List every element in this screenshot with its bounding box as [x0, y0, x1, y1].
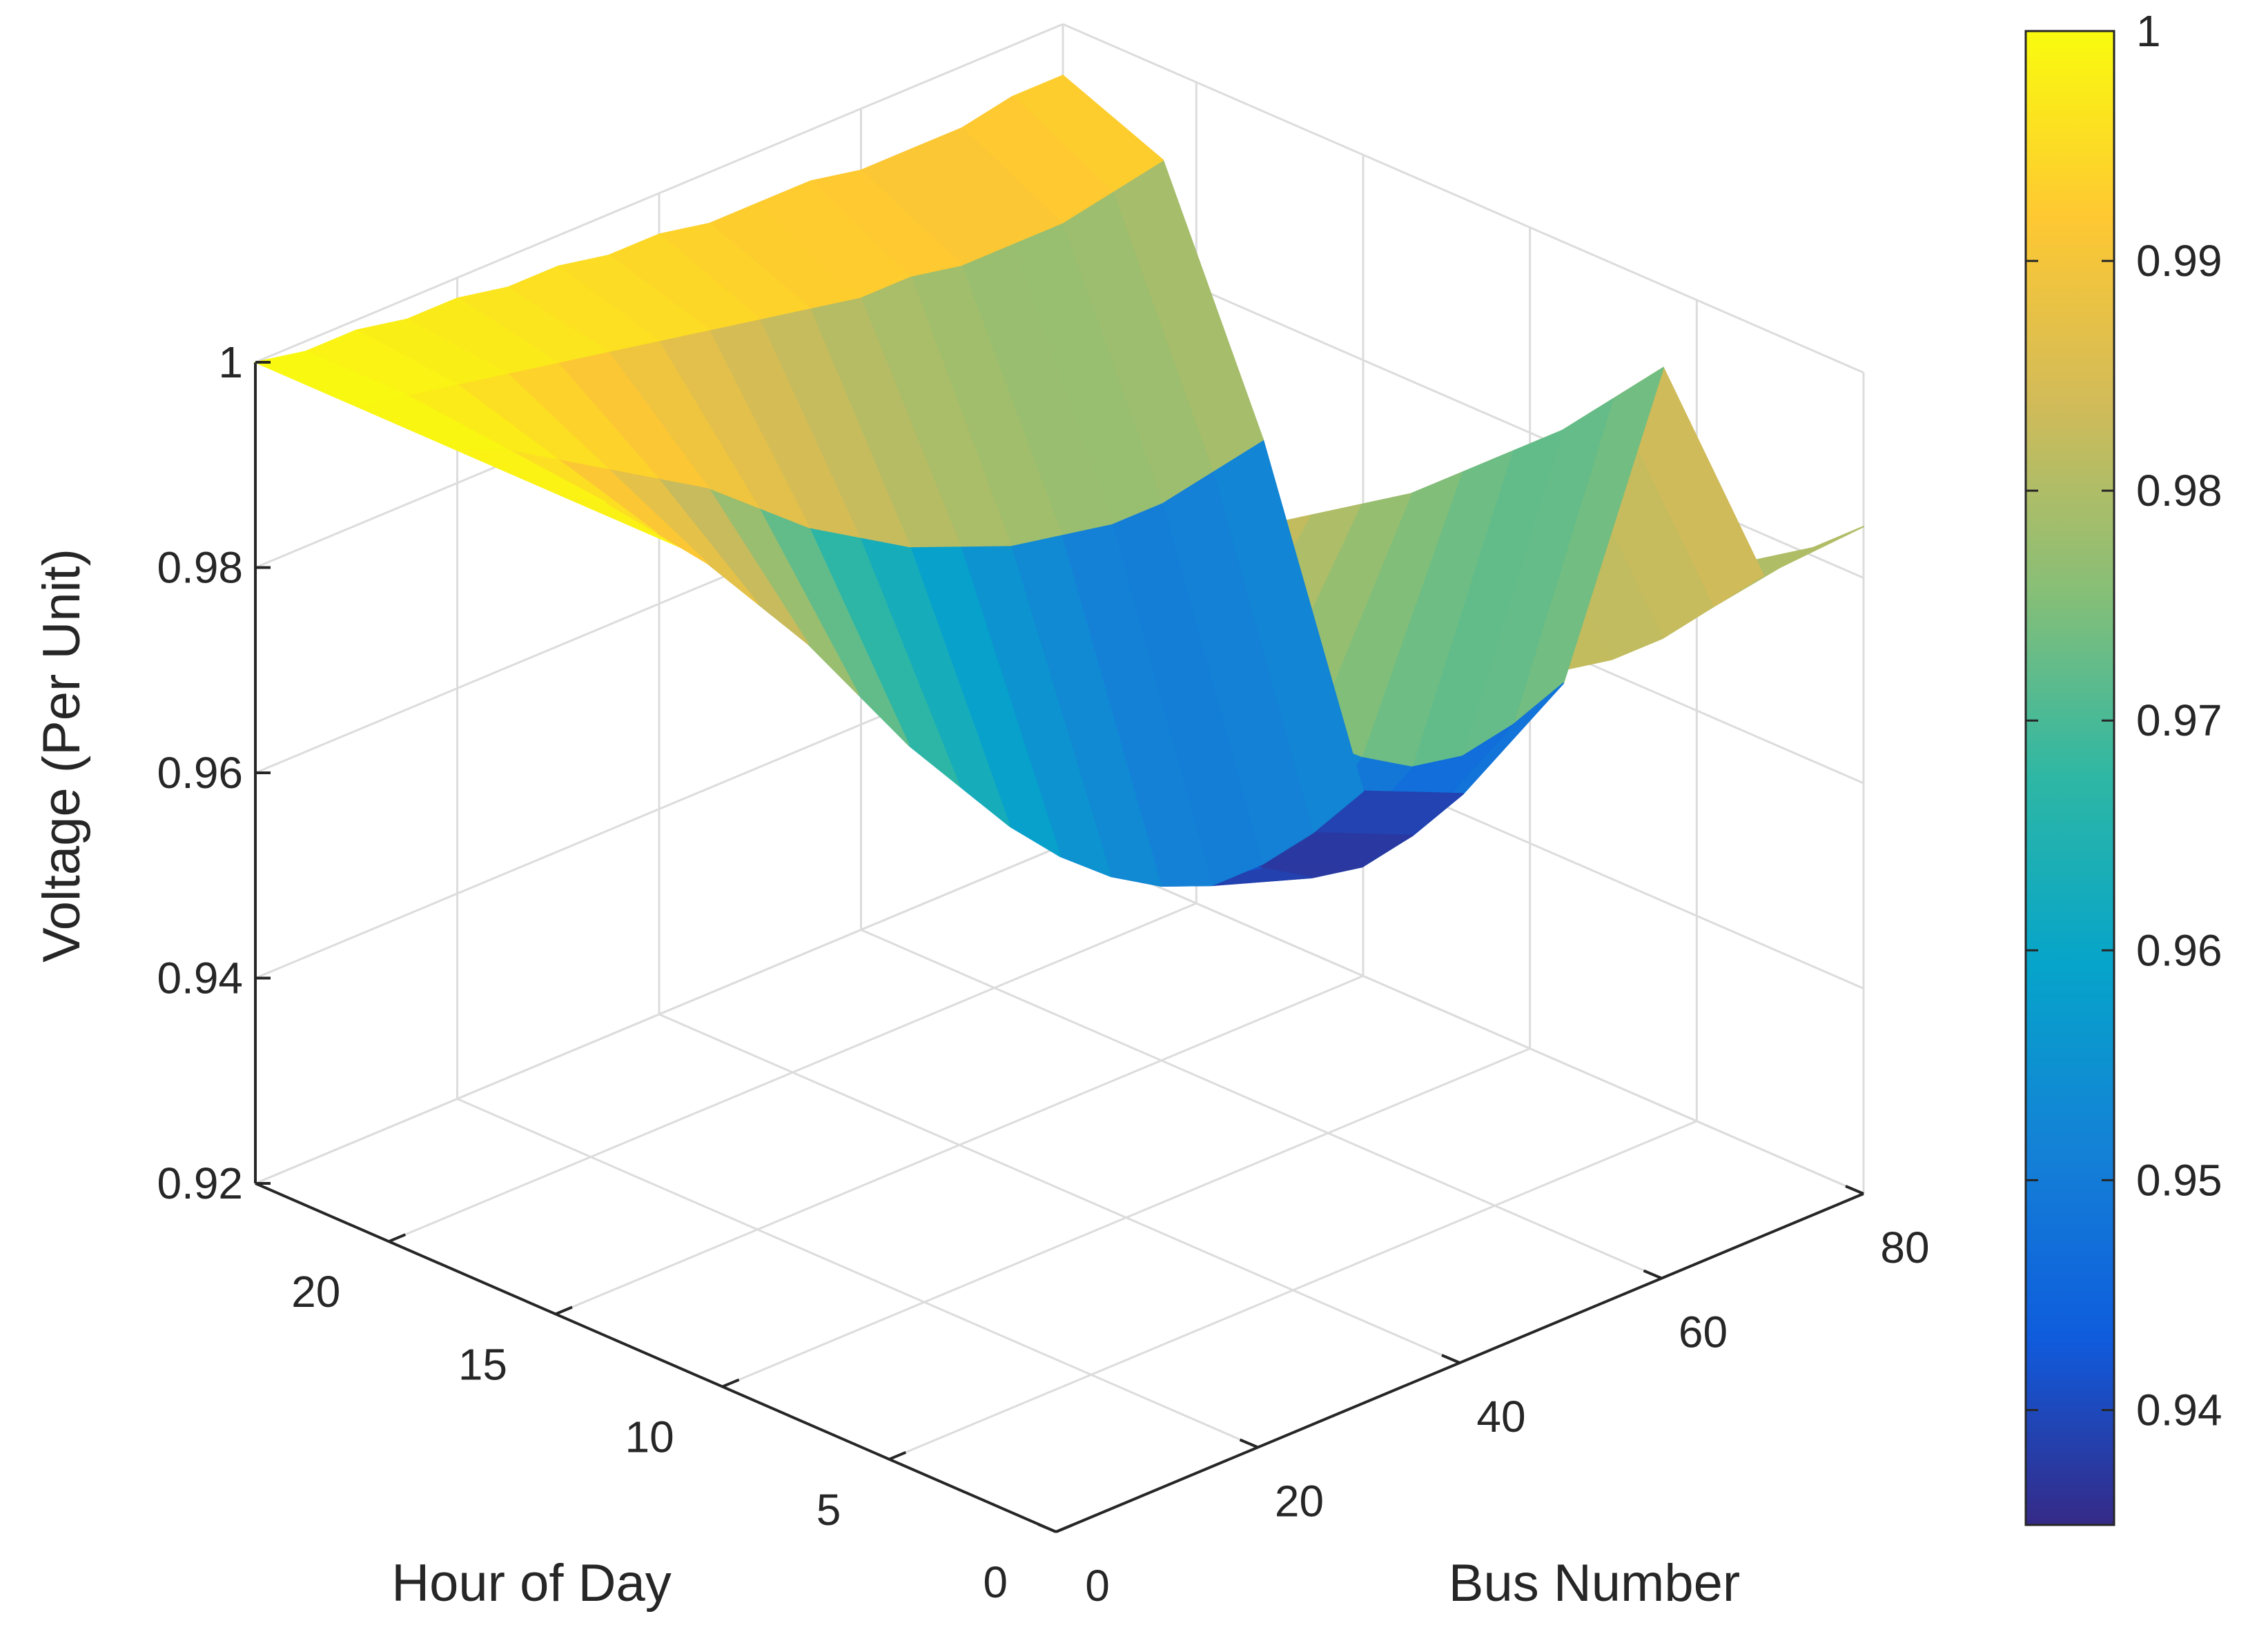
- x-tick-label: 20: [291, 1267, 340, 1317]
- voltage-surface: [255, 75, 1864, 887]
- z-tick-label: 0.98: [157, 543, 243, 593]
- z-tick-label: 0.96: [157, 748, 243, 798]
- x-tick-label: 10: [625, 1412, 674, 1462]
- z-axis-label: Voltage (Per Unit): [32, 549, 91, 963]
- grid-line: [658, 1013, 1460, 1364]
- y-tick-label: 0: [1085, 1561, 1110, 1610]
- x-tick-mark: [555, 1306, 573, 1316]
- x-tick-label: 0: [983, 1557, 1008, 1607]
- x-tick-mark: [721, 1378, 740, 1388]
- x-tick-mark: [1055, 1524, 1073, 1533]
- grid-line: [456, 1098, 1259, 1448]
- y-tick-mark: [1643, 1269, 1663, 1280]
- colorbar-tick-label: 0.98: [2136, 466, 2222, 515]
- x-tick-label: 5: [817, 1485, 841, 1535]
- z-tick-label: 0.94: [157, 954, 243, 1003]
- grid-line: [255, 844, 1064, 1185]
- colorbar-tick-label: 1: [2136, 6, 2161, 56]
- colorbar-tick-label: 0.99: [2136, 236, 2222, 286]
- x-tick-label: 15: [458, 1339, 507, 1389]
- colorbar: 0.94 0.95 0.96 0.97 0.98 0.99 1: [2024, 6, 2222, 1526]
- surface-patch: [255, 351, 407, 407]
- x-tick-mark: [888, 1450, 907, 1461]
- grid-line: [1062, 844, 1864, 1195]
- colorbar-tick-label: 0.94: [2136, 1385, 2222, 1435]
- grid-line: [1062, 23, 1864, 374]
- colorbar-tick-label: 0.96: [2136, 925, 2222, 975]
- y-tick-mark: [1441, 1354, 1460, 1364]
- x-axis-line: [255, 1182, 1057, 1533]
- y-tick-mark: [1239, 1438, 1259, 1449]
- grid-line: [888, 1120, 1697, 1461]
- z-tick-label: 0.92: [157, 1159, 243, 1208]
- colorbar-gradient: [2024, 30, 2115, 1526]
- z-tick-label: 1: [218, 337, 243, 387]
- y-tick-mark: [1037, 1523, 1057, 1533]
- x-tick-mark: [388, 1233, 407, 1243]
- x-axis-label: Hour of Day: [391, 1554, 672, 1613]
- colorbar-tick-label: 0.95: [2136, 1155, 2222, 1205]
- grid-line: [255, 23, 1064, 364]
- colorbar-ticks: 0.94 0.95 0.96 0.97 0.98 0.99 1: [2026, 6, 2222, 1435]
- y-tick-label: 40: [1476, 1392, 1525, 1441]
- grid-line: [388, 902, 1197, 1243]
- y-axis-label: Bus Number: [1449, 1554, 1740, 1613]
- grid-line: [555, 974, 1364, 1315]
- y-tick-mark: [1845, 1185, 1864, 1195]
- grid-line: [860, 929, 1663, 1279]
- grid-line: [722, 1047, 1531, 1388]
- y-tick-label: 20: [1275, 1477, 1324, 1526]
- y-tick-label: 60: [1679, 1308, 1728, 1357]
- y-tick-label: 80: [1880, 1223, 1929, 1272]
- colorbar-tick-label: 0.97: [2136, 696, 2222, 745]
